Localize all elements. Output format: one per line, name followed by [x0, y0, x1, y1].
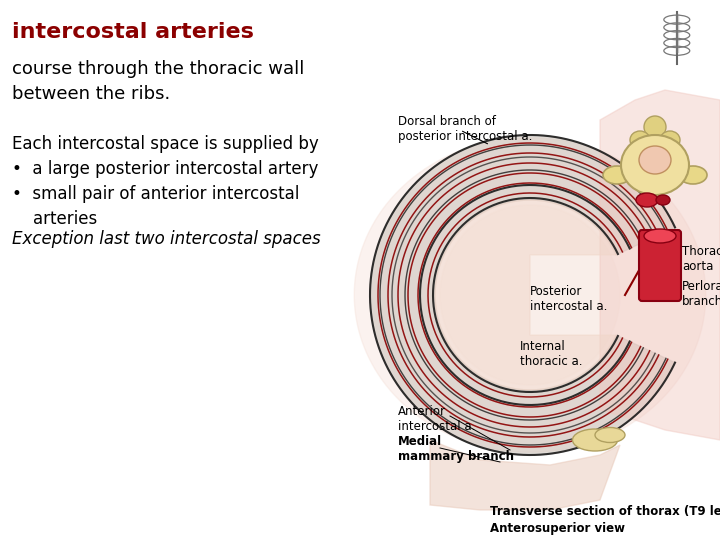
Polygon shape [370, 135, 675, 455]
Text: Perlorating
branch: Perlorating branch [682, 280, 720, 308]
Text: course through the thoracic wall
between the ribs.: course through the thoracic wall between… [12, 60, 305, 103]
Ellipse shape [572, 429, 618, 451]
Text: Each intercostal space is supplied by: Each intercostal space is supplied by [12, 135, 319, 153]
Ellipse shape [656, 195, 670, 205]
Text: Anterosuperior view: Anterosuperior view [490, 522, 625, 535]
Polygon shape [435, 200, 616, 390]
Text: Thoracic
aorta: Thoracic aorta [682, 245, 720, 273]
Ellipse shape [630, 131, 650, 149]
Ellipse shape [639, 146, 671, 174]
Polygon shape [600, 90, 720, 440]
Polygon shape [440, 205, 620, 385]
Ellipse shape [679, 166, 707, 184]
Text: Transverse section of thorax (T9 level): Transverse section of thorax (T9 level) [490, 505, 720, 518]
Ellipse shape [644, 229, 676, 243]
Ellipse shape [636, 193, 658, 207]
Polygon shape [430, 440, 620, 510]
Polygon shape [354, 138, 706, 452]
Text: Medial
mammary branch: Medial mammary branch [398, 435, 514, 463]
Text: Internal
thoracic a.: Internal thoracic a. [520, 340, 582, 368]
Ellipse shape [603, 166, 631, 184]
Ellipse shape [595, 428, 625, 442]
Text: •  a large posterior intercostal artery: • a large posterior intercostal artery [12, 160, 318, 178]
Text: •  small pair of anterior intercostal
    arteries: • small pair of anterior intercostal art… [12, 185, 300, 228]
Text: intercostal arteries: intercostal arteries [12, 22, 254, 42]
Ellipse shape [660, 131, 680, 149]
Text: Exception last two intercostal spaces: Exception last two intercostal spaces [12, 230, 320, 248]
Ellipse shape [644, 116, 666, 138]
Text: Anterior
intercostal a.: Anterior intercostal a. [398, 405, 475, 433]
Text: Dorsal branch of
posterior intercostal a.: Dorsal branch of posterior intercostal a… [398, 115, 532, 143]
Ellipse shape [621, 135, 689, 195]
FancyBboxPatch shape [639, 230, 681, 301]
Text: Posterior
intercostal a.: Posterior intercostal a. [530, 285, 608, 313]
